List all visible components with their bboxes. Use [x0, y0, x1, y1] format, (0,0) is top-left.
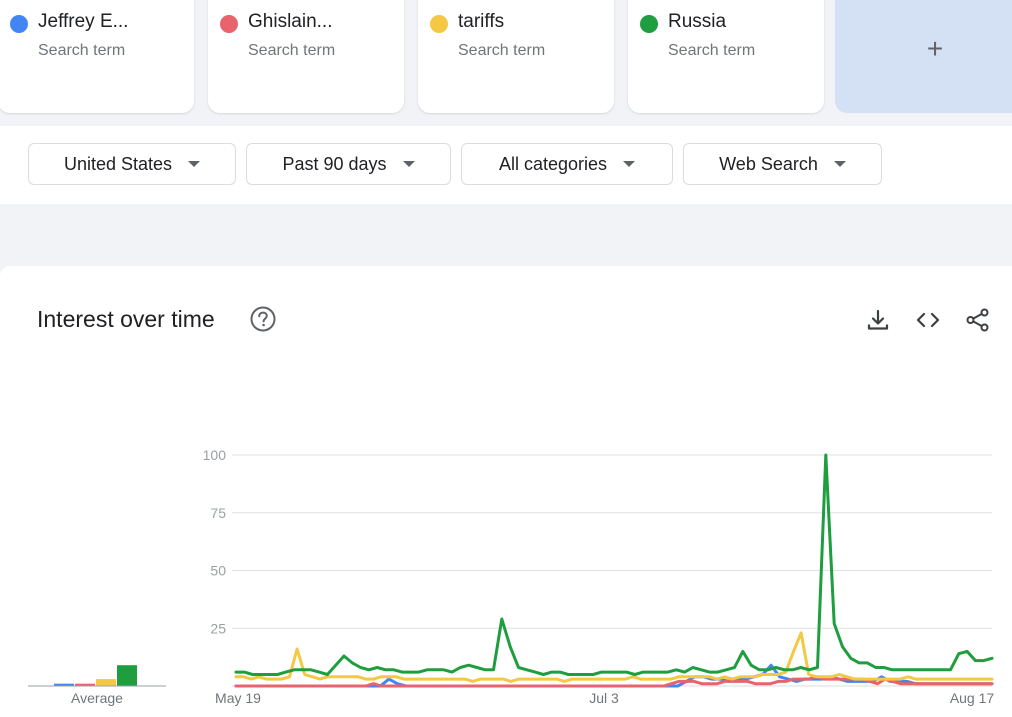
search-type-dropdown[interactable]: Web Search [683, 143, 882, 185]
term-card-1[interactable]: Jeffrey E... Search term [0, 0, 194, 113]
term-card-3[interactable]: tariffs Search term [418, 0, 614, 113]
category-value: All categories [498, 153, 608, 174]
term-card-4[interactable]: Russia Search term [628, 0, 824, 113]
term-name: tariffs [458, 11, 505, 32]
term-color-dot [220, 15, 238, 33]
term-card-2[interactable]: Ghislain... Search term [208, 0, 404, 113]
term-type-label: Search term [458, 42, 546, 59]
interest-over-time-panel [0, 266, 1012, 717]
embed-icon[interactable] [915, 307, 941, 333]
time-range-value: Past 90 days [282, 153, 387, 174]
caret-down-icon [402, 161, 415, 167]
term-color-dot [640, 15, 658, 33]
term-color-dot [430, 15, 448, 33]
term-type-label: Search term [248, 42, 336, 59]
region-value: United States [63, 153, 173, 174]
panel-title: Interest over time [37, 306, 215, 332]
download-icon[interactable] [865, 307, 891, 333]
search-type-value: Web Search [719, 153, 818, 174]
help-icon[interactable] [249, 305, 277, 333]
term-name: Ghislain... [248, 11, 333, 32]
share-icon[interactable] [965, 307, 991, 333]
filter-bar: United States Past 90 days All categorie… [0, 126, 1012, 204]
plus-icon: + [926, 32, 944, 64]
region-dropdown[interactable]: United States [28, 143, 236, 185]
add-term-button[interactable]: + [835, 0, 1012, 113]
term-type-label: Search term [668, 42, 756, 59]
time-range-dropdown[interactable]: Past 90 days [246, 143, 451, 185]
caret-down-icon [833, 161, 846, 167]
term-name: Russia [668, 11, 727, 32]
term-type-label: Search term [38, 42, 126, 59]
caret-down-icon [188, 161, 201, 167]
category-dropdown[interactable]: All categories [461, 143, 673, 185]
caret-down-icon [623, 161, 636, 167]
term-name: Jeffrey E... [38, 11, 129, 32]
term-color-dot [10, 15, 28, 33]
